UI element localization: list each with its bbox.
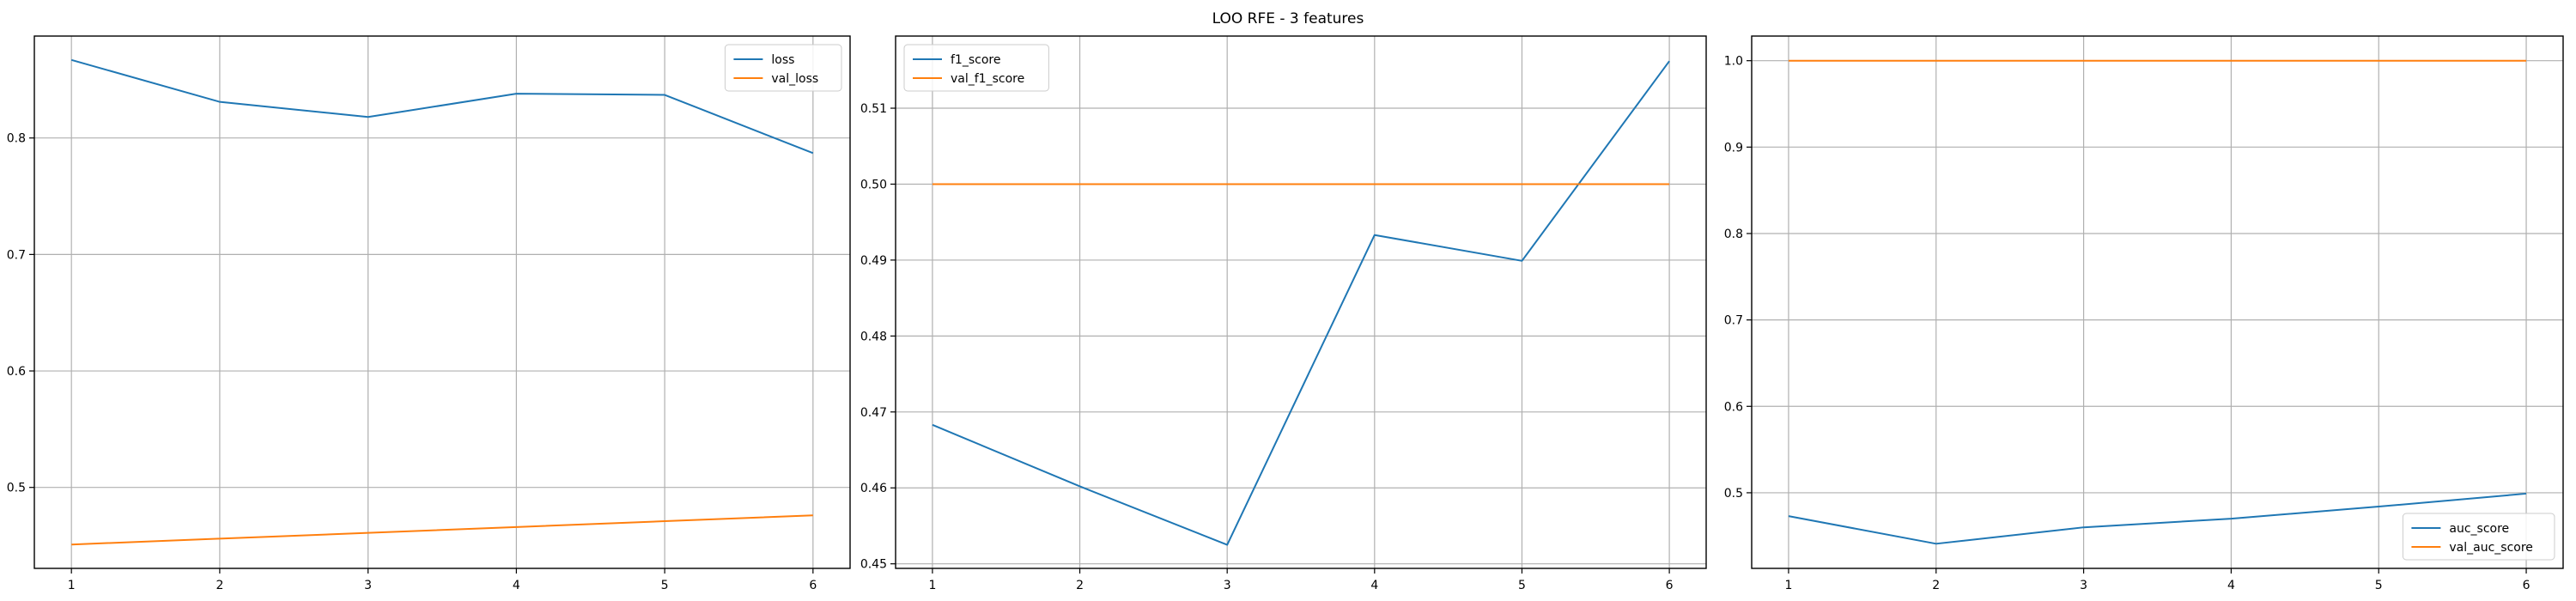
x-tick-label: 6 — [2523, 579, 2530, 592]
legend: loss val_loss — [724, 44, 842, 92]
legend-label-val-f1-score: val_f1_score — [951, 72, 1024, 86]
legend-box — [2402, 513, 2555, 561]
x-tick-label: 2 — [216, 579, 223, 592]
x-tick-label: 1 — [1784, 579, 1792, 592]
x-tick-label: 3 — [1224, 579, 1231, 592]
x-tick-label: 4 — [2227, 579, 2235, 592]
chart-panel-2: 1 2 3 4 5 6 0.45 0.46 0.47 0.48 0.49 0.50 0.51 f1_sco… — [860, 35, 1707, 592]
y-tick-label: 0.49 — [860, 254, 887, 268]
series-line-val-loss — [71, 514, 813, 546]
x-tick-label: 2 — [1932, 579, 1940, 592]
y-tick-label: 0.45 — [860, 558, 887, 572]
y-tick-label: 0.48 — [860, 330, 887, 343]
axes-frame — [895, 35, 1707, 569]
y-tick-label: 0.50 — [860, 178, 887, 191]
y-tick-label: 0.6 — [7, 365, 26, 379]
x-tick-label: 6 — [1666, 579, 1674, 592]
y-tick-label: 0.5 — [1724, 487, 1743, 501]
y-tick-label: 0.51 — [860, 102, 887, 116]
x-tick-label: 5 — [1518, 579, 1526, 592]
legend-box — [724, 44, 842, 92]
legend-label-f1-score: f1_score — [951, 53, 1000, 67]
axes-frame — [33, 35, 851, 569]
legend-label-val-auc-score: val_auc_score — [2449, 541, 2533, 555]
x-tick-label: 5 — [2375, 579, 2383, 592]
y-tick-label: 0.5 — [7, 482, 26, 495]
x-tick-label: 2 — [1076, 579, 1084, 592]
y-tick-label: 0.8 — [7, 132, 26, 146]
x-tick-label: 5 — [661, 579, 669, 592]
y-tick-label: 1.0 — [1724, 55, 1743, 69]
axes-frame — [1751, 35, 2564, 569]
legend-label-val-loss: val_loss — [771, 72, 818, 86]
legend: f1_score val_f1_score — [903, 44, 1049, 92]
series-line-auc-score — [1788, 492, 2527, 545]
figure-title: LOO RFE - 3 features — [1212, 10, 1364, 27]
chart-panel-3: 1 2 3 4 5 6 0.5 0.6 0.7 0.8 0.9 1.0 auc_score val_auc… — [1724, 35, 2564, 592]
legend-label-auc-score: auc_score — [2449, 522, 2509, 536]
x-tick-label: 4 — [513, 579, 520, 592]
y-tick-label: 0.7 — [7, 248, 26, 262]
x-tick-label: 1 — [68, 579, 76, 592]
y-tick-label: 0.47 — [860, 406, 887, 420]
y-tick-label: 0.9 — [1724, 141, 1743, 155]
x-tick-label: 3 — [364, 579, 372, 592]
legend-box — [903, 44, 1049, 92]
y-tick-label: 0.46 — [860, 482, 887, 495]
x-tick-label: 1 — [928, 579, 936, 592]
x-tick-label: 3 — [2080, 579, 2087, 592]
x-tick-label: 6 — [809, 579, 817, 592]
x-tick-label: 4 — [1370, 579, 1378, 592]
series-line-f1-score — [932, 60, 1670, 546]
legend: auc_score val_auc_score — [2402, 513, 2555, 561]
legend-label-loss: loss — [771, 53, 794, 67]
y-tick-label: 0.6 — [1724, 400, 1743, 414]
chart-panel-1: 1 2 3 4 5 6 0.5 0.6 0.7 0.8 loss val_loss — [7, 35, 851, 592]
y-tick-label: 0.8 — [1724, 228, 1743, 241]
series-line-loss — [70, 58, 814, 155]
y-tick-label: 0.7 — [1724, 314, 1743, 328]
